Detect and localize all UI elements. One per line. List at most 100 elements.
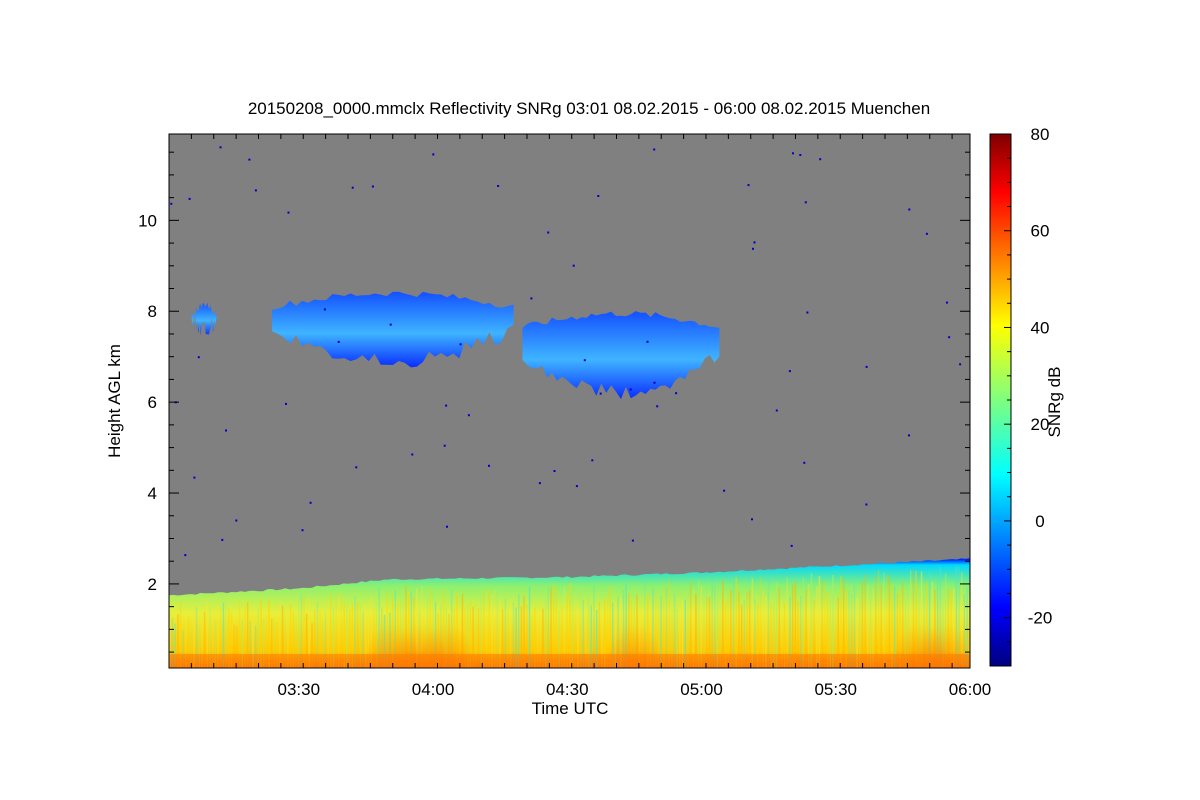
bl-streak	[343, 602, 345, 668]
bl-streak	[279, 602, 281, 668]
bl-streak	[338, 594, 340, 668]
noise-pixels	[170, 146, 962, 557]
noise-pixel	[301, 529, 304, 532]
bl-streak	[893, 586, 896, 668]
cirrus-layers	[191, 291, 720, 400]
bl-streak	[663, 586, 665, 668]
bl-streak	[547, 586, 550, 668]
colorbar-tick-label: 20	[1031, 415, 1050, 434]
bl-streak	[512, 602, 515, 668]
noise-pixel	[170, 202, 173, 205]
bl-streak	[249, 620, 251, 668]
bl-streak	[853, 582, 856, 668]
bl-streak	[198, 627, 200, 668]
cirrus-layer	[271, 291, 514, 368]
bl-streak	[684, 599, 686, 668]
bl-streak	[963, 594, 966, 668]
bl-streak	[187, 616, 190, 668]
bl-streak	[469, 601, 472, 668]
bl-streak	[840, 575, 842, 668]
near-surface-echo	[169, 654, 970, 668]
bl-streak	[877, 570, 880, 668]
bl-streak	[169, 614, 171, 668]
noise-pixel	[723, 489, 726, 492]
noise-pixel	[908, 434, 910, 437]
bl-streak	[765, 596, 767, 668]
bl-streak	[582, 600, 584, 668]
noise-pixel	[443, 444, 446, 447]
bl-streak	[655, 594, 657, 668]
colorbar-label: SNRg dB	[1045, 367, 1064, 438]
bl-streak	[558, 610, 560, 668]
bl-streak	[665, 587, 668, 668]
bl-streak	[738, 591, 740, 668]
bl-streak	[697, 578, 700, 668]
bl-streak	[711, 578, 713, 668]
noise-pixel	[572, 264, 575, 267]
bl-streak	[955, 566, 958, 668]
y-tick-label: 8	[148, 302, 157, 321]
bl-streak	[875, 575, 877, 668]
bl-streak	[319, 611, 321, 668]
noise-pixel	[583, 359, 586, 362]
bl-streak	[536, 611, 539, 668]
noise-pixel	[575, 485, 578, 488]
bl-streak	[824, 581, 826, 668]
bl-streak	[185, 620, 187, 668]
bl-streak	[671, 608, 673, 668]
bl-streak	[212, 608, 214, 668]
bl-streak	[604, 599, 606, 668]
noise-pixel	[254, 189, 257, 192]
colorbar: -20 0 20 40 60 80	[989, 125, 1052, 667]
bl-streak	[837, 597, 839, 668]
noise-pixel	[747, 184, 750, 187]
bl-streak	[652, 588, 654, 668]
bl-streak	[869, 594, 872, 668]
noise-pixel	[751, 518, 753, 521]
noise-pixel	[467, 414, 470, 417]
noise-pixel	[184, 554, 187, 557]
noise-pixel	[806, 311, 809, 314]
noise-pixel	[599, 392, 602, 395]
bl-streak	[477, 607, 480, 668]
bl-streak	[818, 575, 821, 668]
y-tick-label: 2	[148, 575, 157, 594]
noise-pixel	[411, 453, 414, 456]
bl-streak	[813, 600, 815, 668]
bl-streak	[561, 606, 563, 668]
noise-pixel	[547, 231, 550, 234]
x-tick-label: 05:30	[814, 680, 857, 699]
noise-pixel	[803, 461, 806, 464]
chart-title: 20150208_0000.mmclx Reflectivity SNRg 03…	[248, 99, 930, 118]
bl-streak	[681, 599, 684, 668]
bl-streak	[808, 584, 810, 668]
bl-streak	[880, 585, 882, 668]
bl-streak	[515, 607, 517, 668]
bl-streak	[687, 589, 689, 668]
bl-streak	[308, 598, 311, 668]
bl-streak	[193, 611, 195, 668]
bl-streak	[351, 603, 354, 668]
bl-streak	[228, 608, 230, 668]
bl-streak	[367, 610, 370, 668]
bl-streak	[888, 574, 891, 668]
bl-streak	[233, 624, 235, 668]
bl-streak	[292, 611, 294, 668]
bl-streak	[222, 602, 225, 668]
bl-streak	[305, 613, 308, 668]
bl-streak	[791, 584, 794, 668]
bl-streak	[864, 574, 866, 668]
bl-streak	[370, 595, 372, 668]
bl-streak	[832, 575, 834, 668]
bl-streak	[770, 604, 772, 668]
noise-pixel	[459, 343, 462, 346]
noise-pixel	[389, 323, 392, 326]
bl-streak	[714, 585, 716, 668]
bl-streak	[821, 579, 823, 668]
noise-pixel	[188, 197, 191, 200]
bl-streak	[689, 582, 692, 668]
noise-pixel	[653, 381, 656, 384]
bl-streak	[475, 604, 477, 668]
bl-streak	[257, 606, 260, 668]
bl-streak	[735, 577, 737, 668]
